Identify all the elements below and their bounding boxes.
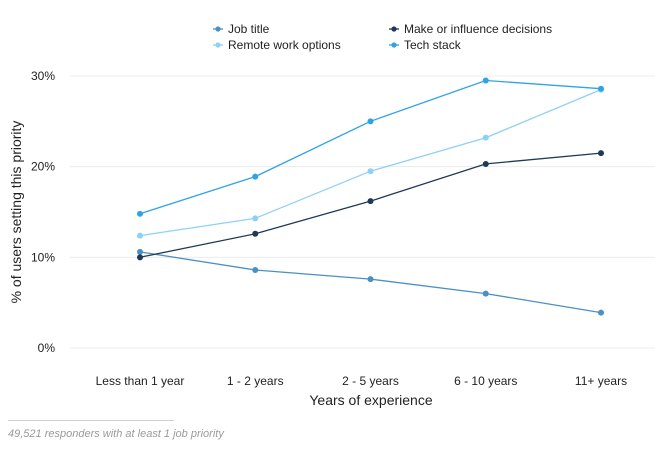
- y-axis-ticks: 0% 10% 20% 30%: [31, 69, 55, 355]
- series-make-or-influence-decisions: [137, 150, 604, 261]
- data-point: [482, 290, 489, 297]
- legend-label: Job title: [228, 22, 270, 36]
- series-line: [139, 251, 602, 314]
- legend-marker: [391, 42, 397, 48]
- data-point: [598, 85, 604, 92]
- data-point: [137, 254, 143, 261]
- legend: Job title Make or influence decisions Remo…: [213, 22, 552, 52]
- footnote-divider: [8, 420, 174, 421]
- legend-label: Tech stack: [404, 38, 462, 52]
- legend-label: Remote work options: [228, 38, 341, 52]
- series-job-title: [137, 248, 604, 316]
- y-tick-label: 20%: [31, 160, 55, 174]
- data-point: [137, 248, 143, 255]
- x-tick-label: 1 - 2 years: [227, 374, 284, 388]
- series-line: [139, 89, 602, 237]
- data-point: [482, 134, 489, 141]
- series-group: [137, 77, 604, 316]
- legend-item: Remote work options: [213, 38, 341, 52]
- data-point: [598, 309, 604, 316]
- legend-item: Job title: [213, 22, 270, 36]
- data-point: [367, 168, 374, 175]
- data-point: [252, 173, 259, 180]
- y-tick-label: 10%: [31, 250, 55, 264]
- data-point: [137, 232, 143, 239]
- x-tick-label: Less than 1 year: [96, 374, 185, 388]
- x-tick-label: 2 - 5 years: [342, 374, 399, 388]
- legend-marker: [215, 42, 221, 48]
- x-tick-label: 6 - 10 years: [454, 374, 517, 388]
- data-point: [252, 215, 259, 222]
- legend-label: Make or influence decisions: [404, 22, 552, 36]
- x-axis-title: Years of experience: [309, 392, 432, 408]
- y-tick-label: 30%: [31, 69, 55, 83]
- data-point: [367, 198, 374, 205]
- data-point: [367, 276, 374, 283]
- legend-item: Tech stack: [389, 38, 462, 52]
- series-line: [139, 79, 602, 215]
- data-point: [367, 118, 374, 125]
- legend-item: Make or influence decisions: [389, 22, 552, 36]
- legend-marker: [391, 26, 397, 32]
- series-tech-stack: [137, 77, 604, 217]
- x-axis-ticks: Less than 1 year 1 - 2 years 2 - 5 years 6 …: [96, 374, 627, 388]
- footnote-text: 49,521 responders with at least 1 job pr…: [8, 428, 224, 440]
- y-tick-label: 0%: [38, 341, 56, 355]
- gridlines: [70, 75, 655, 349]
- data-point: [252, 230, 259, 237]
- data-point: [137, 210, 143, 217]
- data-point: [252, 267, 259, 274]
- legend-marker: [215, 26, 221, 32]
- x-tick-label: 11+ years: [575, 374, 627, 388]
- series-remote-work-options: [137, 86, 604, 239]
- data-point: [482, 77, 489, 84]
- data-point: [598, 150, 604, 157]
- y-axis-title: % of users setting this priority: [8, 121, 24, 304]
- data-point: [482, 160, 489, 167]
